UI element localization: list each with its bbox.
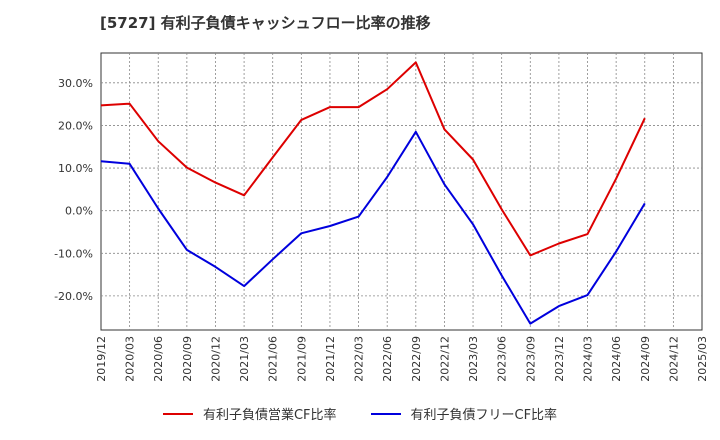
- x-tick-label: 2023/12: [553, 336, 566, 382]
- x-tick-label: 2023/03: [467, 336, 480, 382]
- legend-label-operating-cf: 有利子負債営業CF比率: [202, 408, 337, 423]
- x-tick-label: 2022/06: [381, 336, 394, 382]
- x-tick-label: 2021/09: [295, 336, 308, 382]
- y-tick-label: -10.0%: [54, 247, 93, 260]
- series-line-1: [100, 61, 646, 257]
- legend-label-free-cf: 有利子負債フリーCF比率: [410, 408, 558, 423]
- legend-swatch-operating-cf: [162, 412, 193, 415]
- y-tick-label: -20.0%: [54, 290, 93, 303]
- x-tick-label: 2023/06: [496, 336, 509, 382]
- x-axis-ticks: 2019/12 2020/03 2020/06 2020/09 2020/12 2021/…: [95, 336, 709, 382]
- x-tick-label: 2020/06: [152, 336, 165, 382]
- legend-item-operating-cf: 有利子負債営業CF比率: [162, 404, 337, 423]
- legend: 有利子負債営業CF比率 有利子負債フリーCF比率: [0, 404, 720, 423]
- x-tick-label: 2024/06: [610, 336, 623, 382]
- x-tick-label: 2022/09: [410, 336, 423, 382]
- x-tick-label: 2020/12: [209, 336, 222, 382]
- series-lines: [100, 61, 646, 325]
- x-tick-label: 2020/03: [124, 336, 137, 382]
- legend-item-free-cf: 有利子負債フリーCF比率: [370, 404, 558, 423]
- x-tick-label: 2021/03: [238, 336, 251, 382]
- x-tick-label: 2024/09: [639, 336, 652, 382]
- plot-area: [100, 52, 703, 331]
- x-tick-label: 2022/12: [438, 336, 451, 382]
- x-tick-label: 2023/09: [524, 336, 537, 382]
- x-tick-label: 2021/12: [324, 336, 337, 382]
- y-tick-label: 30.0%: [58, 77, 93, 90]
- x-tick-label: 2019/12: [95, 336, 108, 382]
- x-tick-label: 2020/09: [181, 336, 194, 382]
- x-tick-label: 2025/03: [696, 336, 709, 382]
- series-line-2: [100, 130, 646, 325]
- grid-lines: [101, 53, 702, 330]
- x-tick-label: 2022/03: [353, 336, 366, 382]
- x-tick-label: 2021/06: [267, 336, 280, 382]
- y-tick-label: 20.0%: [58, 119, 93, 132]
- y-tick-label: 10.0%: [58, 162, 93, 175]
- chart-title: [5727] 有利子負債キャッシュフロー比率の推移: [100, 14, 431, 32]
- y-axis-ticks: -20.0% -10.0% 0.0% 10.0% 20.0% 30.0%: [54, 77, 93, 303]
- x-tick-label: 2024/03: [582, 336, 595, 382]
- legend-swatch-free-cf: [370, 412, 401, 415]
- y-tick-label: 0.0%: [65, 205, 93, 218]
- x-tick-label: 2024/12: [667, 336, 680, 382]
